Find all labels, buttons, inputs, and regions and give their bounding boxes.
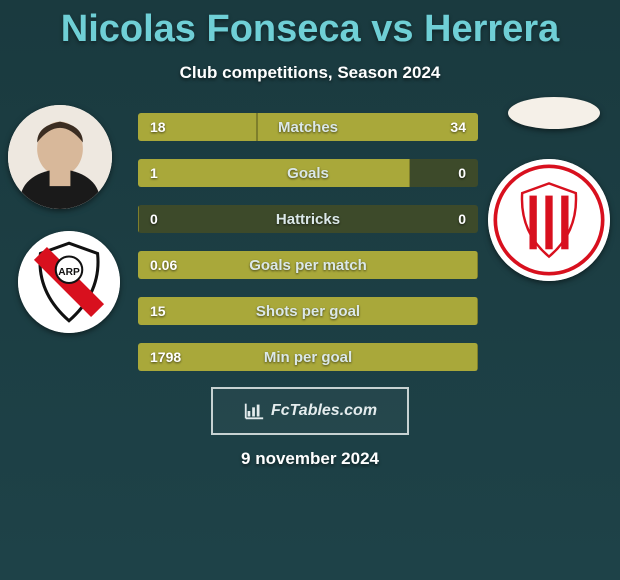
page-title: Nicolas Fonseca vs Herrera [0,0,620,51]
stat-label: Hattricks [138,205,478,233]
bar-right-fill [257,113,478,141]
bar-left-fill [138,297,478,325]
club-right-badge [488,159,610,281]
stat-row: 15Shots per goal [138,297,478,325]
comparison-panel: ARP 1834Matches10Goals00Hattricks0.06Goa… [0,113,620,371]
stat-right-value: 0 [458,159,466,187]
shield-icon [488,159,610,281]
stat-left-value: 18 [150,113,166,141]
stat-row: 10Goals [138,159,478,187]
stat-left-value: 0.06 [150,251,177,279]
chart-icon [243,400,265,422]
date-label: 9 november 2024 [0,449,620,469]
stat-left-value: 1 [150,159,158,187]
svg-text:ARP: ARP [58,267,80,278]
subtitle: Club competitions, Season 2024 [0,63,620,83]
stat-right-value: 0 [458,205,466,233]
club-left-badge: ARP [18,231,120,333]
stat-left-value: 15 [150,297,166,325]
bar-left-fill [138,343,478,371]
bar-left-fill [138,205,139,233]
stat-row: 0.06Goals per match [138,251,478,279]
player-left-avatar [8,105,112,209]
stat-row: 0 0Hattricks [138,205,478,233]
bar-left-fill [138,159,410,187]
stat-left-value: 1798 [150,343,181,371]
brand-label: FcTables.com [271,402,377,420]
stat-left-value: 0 [150,205,158,233]
bar-left-fill [138,251,478,279]
stat-row: 1798Min per goal [138,343,478,371]
stat-right-value: 34 [450,113,466,141]
shield-icon: ARP [18,231,120,333]
stats-bars: 1834Matches10Goals00Hattricks0.06Goals p… [138,113,478,371]
player-right-avatar [508,97,600,129]
person-icon [8,105,112,209]
stat-row: 1834Matches [138,113,478,141]
brand-box[interactable]: FcTables.com [211,387,409,435]
